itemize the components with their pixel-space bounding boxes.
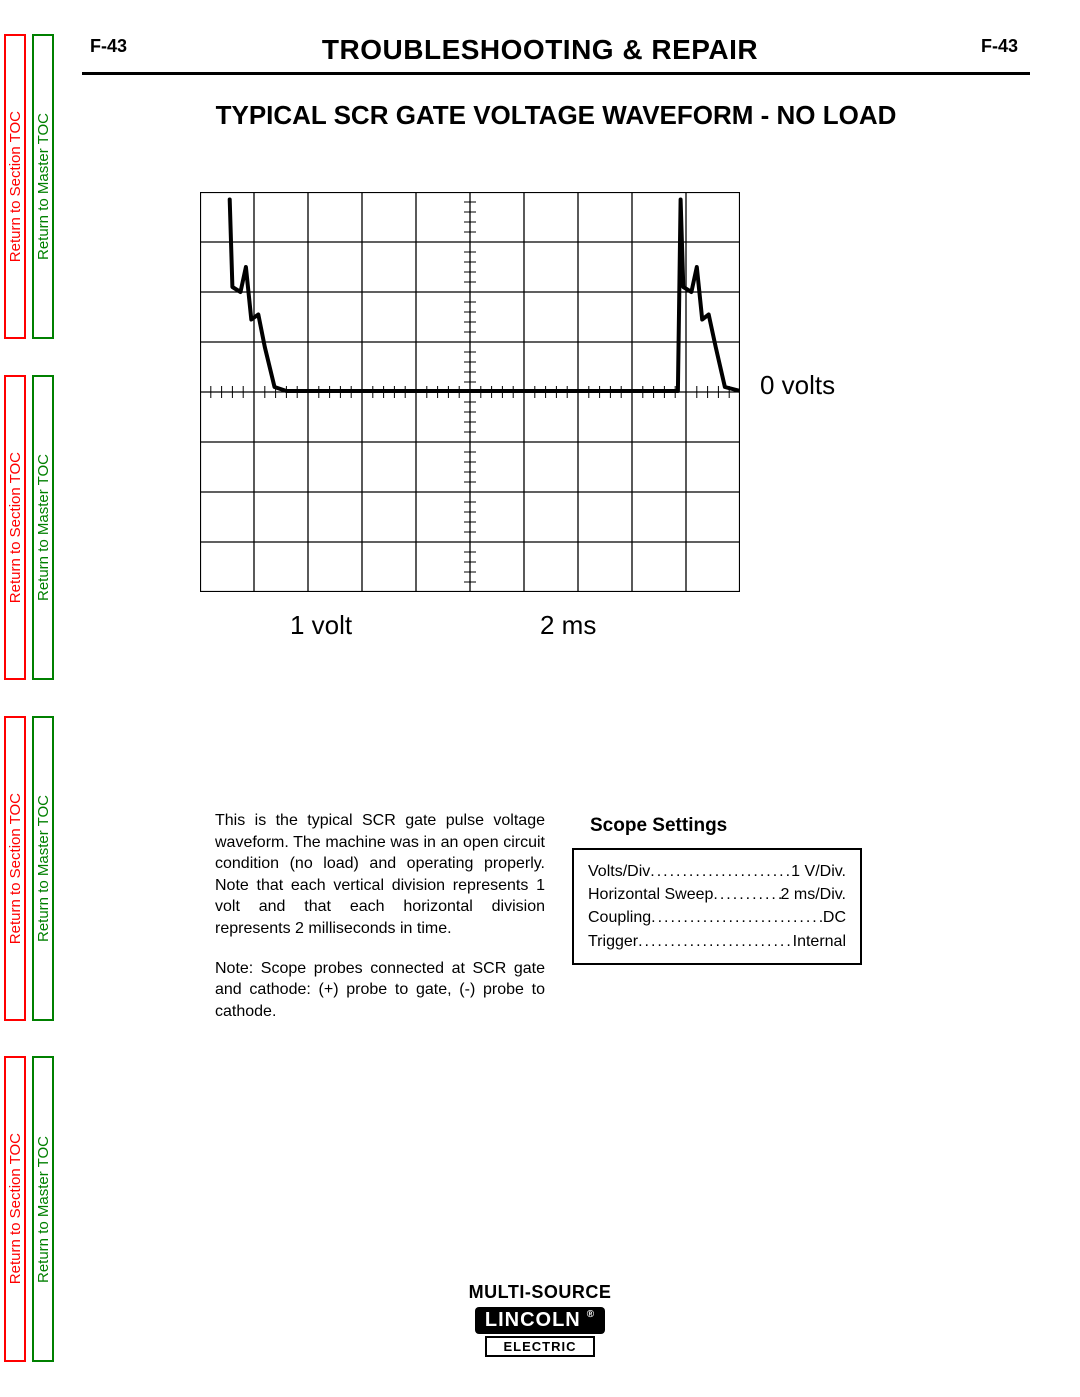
brand-logo: LINCOLN ® ELECTRIC xyxy=(475,1307,605,1357)
bookmark-label: Return to Master TOC xyxy=(35,795,52,942)
bookmark-section-toc[interactable]: Return to Section TOC xyxy=(4,716,26,1021)
dot-leader: .............................. xyxy=(650,860,791,883)
bookmark-label: Return to Section TOC xyxy=(7,111,24,262)
setting-label: Trigger xyxy=(588,930,638,953)
registered-icon: ® xyxy=(587,1310,595,1320)
figure-title: TYPICAL SCR GATE VOLTAGE WAVEFORM - NO L… xyxy=(82,100,1030,131)
page: Return to Section TOC Return to Master TO… xyxy=(0,0,1080,1397)
footer: MULTI-SOURCE LINCOLN ® ELECTRIC xyxy=(0,1282,1080,1357)
bookmark-master-toc[interactable]: Return to Master TOC xyxy=(32,34,54,339)
brand-sub: ELECTRIC xyxy=(485,1336,595,1357)
header-rule xyxy=(82,72,1030,75)
setting-label: Volts/Div xyxy=(588,860,650,883)
bookmark-label: Return to Section TOC xyxy=(7,793,24,944)
bookmark-section-toc[interactable]: Return to Section TOC xyxy=(4,375,26,680)
description-p2: Note: Scope probes connected at SCR gate… xyxy=(215,958,545,1023)
scope-setting-row: Coupling..............................DC xyxy=(588,906,846,929)
bookmark-section-toc[interactable]: Return to Section TOC xyxy=(4,34,26,339)
section-title: TROUBLESHOOTING & REPAIR xyxy=(0,34,1080,66)
dot-leader: .............................. xyxy=(713,883,780,906)
scope-setting-row: Trigger..............................Int… xyxy=(588,930,846,953)
zero-volts-label: 0 volts xyxy=(760,370,835,401)
bookmark-label: Return to Section TOC xyxy=(7,452,24,603)
scope-settings-box: Volts/Div..............................1… xyxy=(572,848,862,965)
scope-plot xyxy=(200,192,740,592)
setting-value: DC xyxy=(823,906,846,929)
bookmark-label: Return to Master TOC xyxy=(35,1136,52,1283)
bookmark-master-toc[interactable]: Return to Master TOC xyxy=(32,716,54,1021)
setting-value: Internal xyxy=(793,930,846,953)
y-axis-label: 1 volt xyxy=(290,610,352,641)
scope-settings-title: Scope Settings xyxy=(590,815,727,837)
scope-svg xyxy=(200,192,740,592)
bookmark-label: Return to Section TOC xyxy=(7,1133,24,1284)
setting-value: 2 ms/Div. xyxy=(781,883,846,906)
bookmark-label: Return to Master TOC xyxy=(35,454,52,601)
description-p1: This is the typical SCR gate pulse volta… xyxy=(215,810,545,940)
footer-source: MULTI-SOURCE xyxy=(0,1282,1080,1303)
description-text: This is the typical SCR gate pulse volta… xyxy=(215,810,545,1040)
dot-leader: .............................. xyxy=(651,906,823,929)
dot-leader: .............................. xyxy=(638,930,793,953)
bookmark-label: Return to Master TOC xyxy=(35,113,52,260)
bookmark-master-toc[interactable]: Return to Master TOC xyxy=(32,375,54,680)
setting-label: Horizontal Sweep xyxy=(588,883,713,906)
x-axis-label: 2 ms xyxy=(540,610,596,641)
brand-name: LINCOLN xyxy=(485,1309,581,1332)
setting-label: Coupling xyxy=(588,906,651,929)
scope-setting-row: Volts/Div..............................1… xyxy=(588,860,846,883)
scope-setting-row: Horizontal Sweep........................… xyxy=(588,883,846,906)
setting-value: 1 V/Div. xyxy=(791,860,846,883)
